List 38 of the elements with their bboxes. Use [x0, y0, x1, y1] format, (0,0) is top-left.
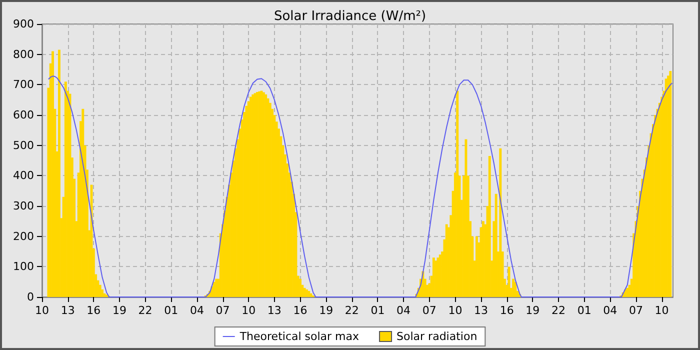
x-tick-label: 04: [396, 304, 411, 317]
x-tick-label: 22: [138, 304, 152, 317]
x-tick-label: 07: [216, 304, 230, 317]
y-tick-label: 800: [13, 48, 34, 61]
x-tick-label: 13: [474, 304, 488, 317]
x-tick-label: 10: [242, 304, 256, 317]
x-tick-label: 13: [60, 304, 75, 317]
x-tick-label: 04: [603, 304, 618, 317]
x-tick-label: 07: [628, 304, 643, 317]
legend-label: Theoretical solar max: [238, 330, 360, 343]
x-tick-label: 13: [267, 304, 282, 317]
y-tick-label: 500: [13, 138, 34, 152]
y-tick-label: 700: [13, 78, 34, 92]
x-tick-label: 16: [293, 304, 308, 317]
x-tick-label: 01: [577, 304, 592, 317]
chart-title: Solar Irradiance (W/m²): [274, 9, 426, 24]
y-tick-label: 300: [13, 200, 34, 212]
legend-label: Solar radiation: [396, 330, 478, 343]
x-tick-label: 10: [448, 304, 462, 317]
y-tick-label: 400: [13, 169, 34, 182]
x-tick-label: 22: [344, 304, 359, 317]
x-tick-label: 22: [552, 304, 566, 317]
x-tick-label: 10: [35, 304, 49, 317]
x-tick-label: 16: [500, 304, 514, 317]
y-tick-label: 200: [13, 230, 34, 243]
y-tick-label: 600: [13, 108, 34, 122]
x-tick-label: 07: [422, 304, 436, 317]
x-tick-label: 19: [112, 304, 126, 317]
y-tick-label: 100: [13, 260, 34, 274]
x-tick-label: 16: [86, 304, 101, 317]
x-tick-label: 10: [654, 304, 669, 317]
x-tick-label: 19: [526, 304, 540, 317]
x-tick-label: 01: [370, 304, 385, 317]
y-tick-label: 0: [27, 290, 34, 304]
y-tick-label: 900: [13, 18, 34, 30]
x-tick-label: 01: [164, 304, 178, 317]
x-tick-label: 19: [319, 304, 334, 317]
x-tick-label: 04: [190, 304, 204, 317]
